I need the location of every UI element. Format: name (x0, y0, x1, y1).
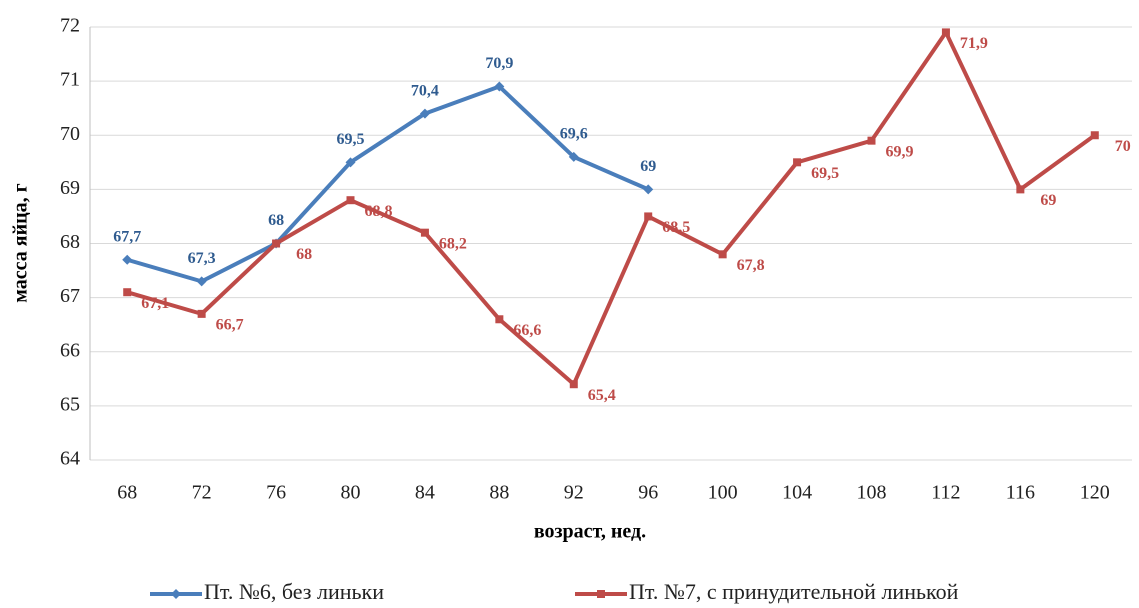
data-label: 69,9 (886, 143, 914, 160)
x-tick-label: 72 (192, 482, 212, 504)
data-label: 68 (296, 246, 312, 263)
marker (123, 288, 132, 297)
marker (196, 276, 207, 287)
y-tick-label: 67 (60, 285, 80, 307)
y-axis-label: масса яйца, г (10, 183, 32, 302)
marker (345, 157, 356, 168)
x-tick-label: 88 (489, 482, 509, 504)
data-label: 70 (1115, 138, 1131, 155)
data-label: 71,9 (960, 35, 988, 52)
y-tick-label: 65 (60, 393, 80, 415)
line (126, 84, 650, 284)
x-tick-label: 100 (708, 482, 738, 504)
marker (568, 151, 579, 162)
legend-label: Пт. №6, без линьки (204, 579, 384, 604)
data-label: 69 (1040, 192, 1056, 209)
y-tick-label: 68 (60, 231, 80, 253)
x-tick-label: 84 (415, 482, 435, 504)
marker (644, 212, 653, 221)
data-label: 70,4 (411, 82, 439, 99)
y-tick-label: 72 (60, 15, 80, 37)
data-label: 68 (268, 212, 284, 229)
marker (941, 28, 950, 37)
legend-marker (171, 589, 181, 599)
marker (569, 380, 578, 389)
x-tick-label: 108 (857, 482, 887, 504)
marker (197, 309, 206, 318)
x-tick-label: 76 (266, 482, 286, 504)
data-label: 66,7 (216, 317, 244, 334)
data-label: 67,8 (737, 257, 765, 274)
x-tick-label: 116 (1006, 482, 1035, 504)
x-tick-label: 92 (564, 482, 584, 504)
data-label: 68,5 (662, 219, 690, 236)
y-tick-label: 70 (60, 123, 80, 145)
data-label: 65,4 (588, 387, 616, 404)
x-tick-label: 96 (638, 482, 658, 504)
marker (793, 158, 802, 167)
data-label: 68,8 (365, 203, 393, 220)
data-label: 67,1 (141, 295, 169, 312)
x-tick-label: 112 (931, 482, 960, 504)
data-label: 66,6 (513, 322, 541, 339)
data-label: 69 (640, 158, 656, 175)
marker (346, 196, 355, 205)
y-tick-label: 71 (60, 69, 80, 91)
marker (718, 250, 727, 259)
marker (1090, 131, 1099, 140)
x-tick-label: 80 (341, 482, 361, 504)
y-tick-label: 64 (60, 448, 80, 470)
y-tick-label: 69 (60, 177, 80, 199)
marker (272, 239, 281, 248)
data-label: 68,2 (439, 235, 467, 252)
data-label: 67,7 (113, 228, 141, 245)
marker (420, 228, 429, 237)
data-label: 69,5 (337, 131, 365, 148)
marker (643, 184, 654, 195)
data-label: 67,3 (188, 250, 216, 267)
y-tick-label: 66 (60, 339, 80, 361)
legend-marker (597, 590, 605, 598)
marker (122, 254, 133, 265)
line (126, 30, 1096, 387)
marker (494, 81, 505, 92)
x-tick-label: 120 (1080, 482, 1110, 504)
x-tick-label: 68 (117, 482, 137, 504)
x-tick-label: 104 (782, 482, 812, 504)
marker (495, 315, 504, 324)
data-label: 69,6 (560, 126, 588, 143)
x-axis-label: возраст, нед. (534, 521, 646, 543)
marker (1016, 185, 1025, 194)
data-label: 69,5 (811, 165, 839, 182)
data-label: 70,9 (485, 55, 513, 72)
marker (419, 108, 430, 119)
legend-label: Пт. №7, с принудительной линькой (629, 579, 959, 604)
marker (867, 136, 876, 145)
